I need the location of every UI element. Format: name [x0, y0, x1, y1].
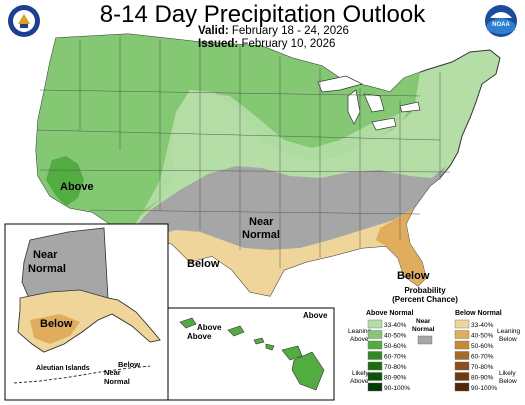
below-33-40-region	[150, 208, 426, 296]
legend-near-swatch	[417, 335, 433, 345]
issued-date: Issued: February 10, 2026	[198, 38, 335, 50]
label-hawaii-above-3: Above	[303, 311, 328, 320]
valid-dates: Valid: February 18 - 24, 2026	[198, 25, 349, 37]
label-hawaii-above-1: Above	[197, 323, 222, 332]
label-alaska-below: Below	[40, 318, 73, 330]
legend-above-label-5: 80-90%	[384, 375, 407, 382]
legend-near-1: Near	[416, 318, 431, 325]
legend-above-label-3: 60-70%	[384, 354, 407, 361]
legend-above-swatch-3	[367, 351, 383, 360]
label-aleutian-near-2: Normal	[104, 377, 130, 386]
probability-legend: Probability (Percent Chance) Above Norma…	[348, 286, 521, 392]
label-aleutian-near-1: Near	[104, 368, 121, 377]
legend-above-label-2: 50-60%	[384, 343, 407, 350]
legend-below-label-4: 70-80%	[471, 364, 494, 371]
noaa-logo-icon: NOAA	[485, 5, 517, 37]
legend-title-1: Probability	[404, 286, 446, 295]
legend-below-label-3: 60-70%	[471, 354, 494, 361]
valid-value: February 18 - 24, 2026	[231, 25, 349, 37]
legend-above-bins: 33-40% 40-50% 50-60% 60-70% 70-80% 80-90% 90-1…	[367, 319, 410, 392]
legend-above-swatch-4	[367, 361, 383, 371]
legend-likely-above-2: Above	[350, 378, 369, 385]
legend-below-header: Below Normal	[455, 310, 502, 317]
issued-value: February 10, 2026	[241, 38, 336, 50]
legend-likely-below-2: Below	[499, 378, 517, 385]
legend-above-swatch-5	[367, 372, 383, 381]
legend-above-swatch-6	[367, 382, 383, 392]
aleutian-chain	[13, 365, 151, 384]
label-aleutian-below: Below	[118, 360, 140, 369]
legend-likely-above-1: Likely	[352, 370, 369, 377]
issued-label: Issued:	[198, 38, 239, 50]
legend-likely-below-1: Likely	[499, 370, 516, 377]
label-near-center-2: Normal	[242, 229, 280, 241]
legend-below-label-2: 50-60%	[471, 343, 494, 350]
legend-below-label-0: 33-40%	[471, 322, 494, 329]
legend-above-header: Above Normal	[366, 310, 414, 317]
legend-below-swatch-1	[454, 330, 470, 339]
legend-near-2: Normal	[412, 326, 435, 333]
legend-above-label-0: 33-40%	[384, 322, 407, 329]
page-title: 8-14 Day Precipitation Outlook	[99, 1, 426, 28]
legend-title-2: (Percent Chance)	[392, 295, 458, 304]
hawaii-islands	[179, 317, 325, 391]
legend-below-swatch-3	[454, 351, 470, 360]
legend-below-swatch-4	[454, 361, 470, 371]
legend-above-label-4: 70-80%	[384, 364, 407, 371]
state-borders	[37, 36, 451, 268]
legend-below-label-1: 40-50%	[471, 333, 494, 340]
great-lakes	[317, 75, 421, 131]
below-40-50-region	[376, 208, 426, 286]
above-50-60-region	[46, 156, 84, 206]
label-aleutian: Aleutian Islands	[36, 365, 90, 372]
alaska-below-darker	[30, 314, 80, 344]
valid-label: Valid:	[198, 25, 229, 37]
legend-above-swatch-0	[367, 319, 383, 329]
legend-below-swatch-2	[454, 340, 470, 350]
legend-above-label-6: 90-100%	[384, 385, 410, 392]
legend-leaning-above-2: Above	[350, 336, 369, 343]
legend-above-label-1: 40-50%	[384, 333, 407, 340]
legend-below-bins: 33-40% 40-50% 50-60% 60-70% 70-80% 80-90% 90-1…	[454, 319, 497, 392]
legend-below-swatch-0	[454, 319, 470, 329]
legend-leaning-below-2: Below	[499, 336, 517, 343]
label-below-florida: Below	[397, 270, 430, 282]
legend-below-swatch-5	[454, 372, 470, 381]
label-hawaii-above-2: Above	[187, 332, 212, 341]
near-normal-region	[128, 166, 446, 250]
legend-below-swatch-6	[454, 382, 470, 392]
doc-seal-icon	[8, 5, 40, 37]
label-near-center-1: Near	[249, 216, 274, 228]
label-below-south: Below	[187, 258, 220, 270]
label-alaska-near-2: Normal	[28, 263, 66, 275]
label-above-west: Above	[60, 181, 94, 193]
label-alaska-near-1: Near	[33, 249, 58, 261]
legend-leaning-below-1: Leaning	[497, 328, 521, 335]
legend-above-swatch-2	[367, 340, 383, 350]
legend-below-label-6: 90-100%	[471, 385, 497, 392]
noaa-logo-text: NOAA	[492, 22, 510, 28]
legend-leaning-above-1: Leaning	[348, 328, 372, 335]
legend-below-label-5: 80-90%	[471, 375, 494, 382]
legend-above-swatch-1	[367, 330, 383, 339]
